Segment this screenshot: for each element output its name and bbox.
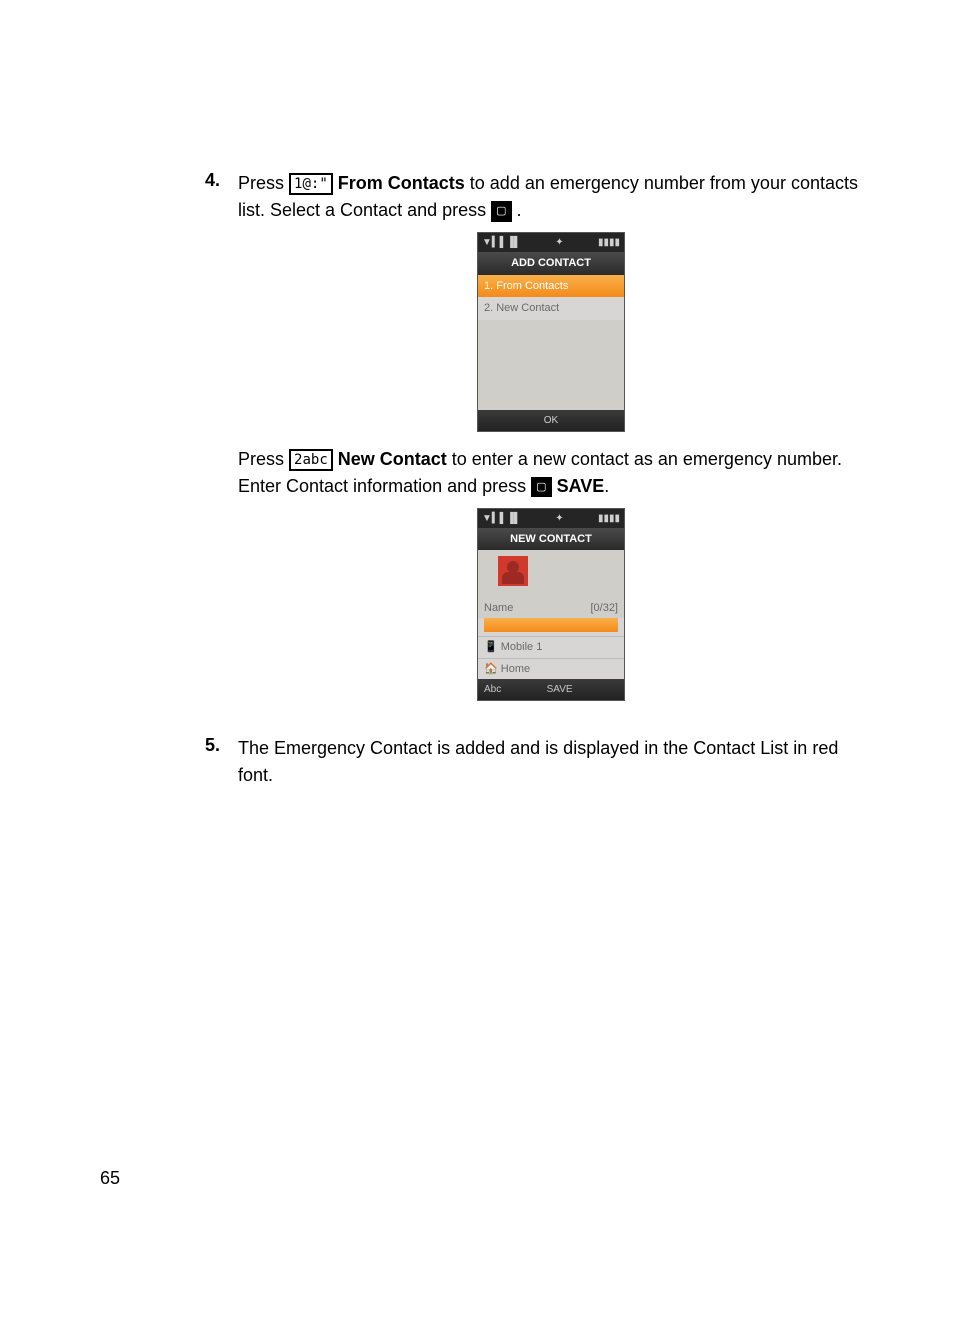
mobile1-field: 📱 Mobile 1 — [478, 636, 624, 658]
new-contact-label: New Contact — [338, 449, 447, 469]
page-number: 65 — [100, 1168, 120, 1189]
status2-left: ▼▍▌▐▌ — [482, 511, 521, 526]
statusbar2: ▼▍▌▐▌ ✦ ▮▮▮▮ — [478, 509, 624, 528]
step-number-5: 5. — [170, 735, 238, 789]
period1: . — [512, 200, 522, 220]
soft-left: Abc — [484, 682, 501, 697]
name-input-highlight — [484, 618, 618, 632]
screen1-fill — [478, 320, 624, 410]
name-counter: [0/32] — [590, 600, 618, 617]
screen1-title: ADD CONTACT — [478, 252, 624, 275]
center-key-icon: ▢ — [491, 201, 511, 222]
from-contacts-label: From Contacts — [338, 173, 465, 193]
step-number-4: 4. — [170, 170, 238, 715]
step5-body: The Emergency Contact is added and is di… — [238, 735, 864, 789]
status-center: ✦ — [555, 235, 563, 250]
new-contact-screenshot: ▼▍▌▐▌ ✦ ▮▮▮▮ NEW CONTACT Name [0/32] 📱 M… — [477, 508, 625, 702]
screen2-softkeys: Abc SAVE — [478, 679, 624, 700]
status2-right: ▮▮▮▮ — [598, 511, 620, 526]
status-left: ▼▍▌▐▌ — [482, 235, 521, 250]
period2: . — [604, 476, 609, 496]
center-key-icon-2: ▢ — [531, 477, 551, 498]
step4-press: Press — [238, 173, 284, 193]
name-label: Name — [484, 600, 513, 617]
key-1-badge: 1@:" — [289, 173, 333, 195]
screen1-item2: 2. New Contact — [478, 297, 624, 320]
save-label: SAVE — [557, 476, 605, 496]
screen1-softkey: OK — [478, 410, 624, 431]
add-contact-screenshot: ▼▍▌▐▌ ✦ ▮▮▮▮ ADD CONTACT 1. From Contact… — [477, 232, 625, 432]
status2-center: ✦ — [555, 511, 563, 526]
screen1-item1: 1. From Contacts — [478, 275, 624, 298]
statusbar: ▼▍▌▐▌ ✦ ▮▮▮▮ — [478, 233, 624, 252]
status-right: ▮▮▮▮ — [598, 235, 620, 250]
name-field-row: Name [0/32] — [478, 598, 624, 619]
avatar-row — [478, 550, 624, 598]
step4-press2: Press — [238, 449, 284, 469]
home-field: 🏠 Home — [478, 658, 624, 680]
avatar-icon — [498, 556, 528, 586]
key-2-badge: 2abc — [289, 449, 333, 471]
screen2-title: NEW CONTACT — [478, 528, 624, 551]
step4-body: Press 1@:" From Contacts to add an emerg… — [238, 170, 864, 715]
soft-center: SAVE — [547, 682, 573, 697]
